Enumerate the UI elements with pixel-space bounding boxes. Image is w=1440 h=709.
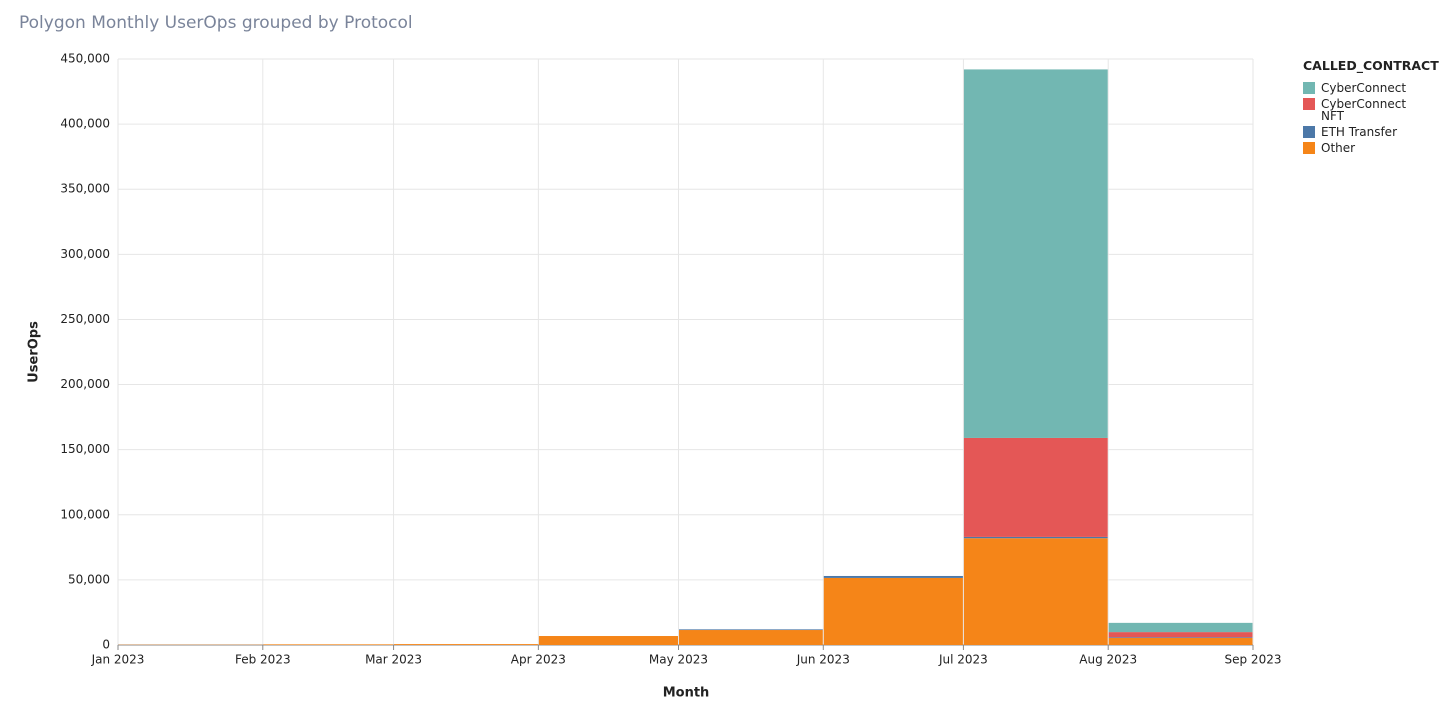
bar-segment — [263, 644, 394, 645]
bar-segment — [394, 644, 538, 645]
legend-item: ETH Transfer — [1303, 126, 1438, 138]
legend-label: Other — [1321, 141, 1356, 155]
bar-segment — [963, 437, 1108, 537]
bar-segment — [678, 630, 823, 645]
y-tick-label: 400,000 — [60, 117, 110, 131]
legend-item: CyberConnect — [1303, 82, 1438, 94]
y-tick-label: 0 — [102, 638, 110, 652]
x-tick-label: May 2023 — [649, 653, 708, 667]
legend-swatch — [1303, 142, 1315, 154]
chart-title: Polygon Monthly UserOps grouped by Proto… — [19, 13, 413, 33]
bar-segment — [1108, 637, 1253, 638]
x-tick-label: Jun 2023 — [796, 653, 850, 667]
y-tick-label: 200,000 — [60, 377, 110, 391]
bar-segment — [963, 538, 1108, 645]
legend-label: CyberConnect NFT — [1321, 97, 1407, 123]
y-tick-label: 100,000 — [60, 507, 110, 521]
y-tick-label: 450,000 — [60, 52, 110, 66]
legend: CALLED_CONTRACT CyberConnect CyberConnect… — [1303, 58, 1439, 158]
x-tick-label: Feb 2023 — [235, 653, 291, 667]
bar-segment — [1108, 637, 1253, 645]
legend-label: ETH Transfer — [1321, 125, 1398, 139]
legend-swatch — [1303, 98, 1315, 110]
x-tick-label: Aug 2023 — [1079, 653, 1137, 667]
bar-segment — [823, 575, 963, 578]
legend-item: CyberConnect NFT — [1303, 98, 1438, 122]
y-tick-label: 350,000 — [60, 182, 110, 196]
legend-swatch — [1303, 126, 1315, 138]
legend-swatch — [1303, 82, 1315, 94]
x-tick-label: Mar 2023 — [365, 653, 422, 667]
legend-label: CyberConnect — [1321, 81, 1407, 95]
legend-item: Other — [1303, 142, 1438, 154]
y-tick-label: 300,000 — [60, 247, 110, 261]
x-axis-label: Month — [663, 686, 710, 701]
y-tick-label: 250,000 — [60, 312, 110, 326]
bar-segment — [963, 69, 1108, 438]
x-tick-label: Jul 2023 — [938, 653, 988, 667]
bar-segment — [538, 636, 678, 645]
x-tick-label: Apr 2023 — [511, 653, 566, 667]
bar-segment — [823, 577, 963, 645]
bar-segment — [1108, 632, 1253, 638]
y-tick-label: 150,000 — [60, 442, 110, 456]
bar-segment — [678, 629, 823, 631]
x-tick-label: Jan 2023 — [91, 653, 145, 667]
x-tick-label: Sep 2023 — [1225, 653, 1282, 667]
legend-title: CALLED_CONTRACT — [1303, 58, 1439, 73]
y-tick-label: 50,000 — [68, 572, 110, 586]
bar-segment — [963, 536, 1108, 539]
bar-segment — [1108, 622, 1253, 633]
y-axis-label: UserOps — [27, 321, 42, 383]
